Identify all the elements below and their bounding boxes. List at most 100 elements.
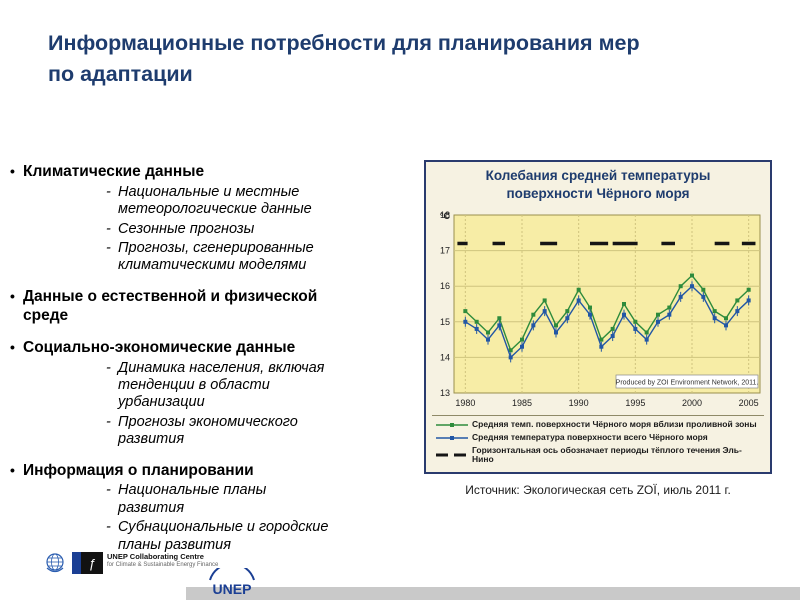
bullet-item: • Информация о планировании - Национальные … [10,462,416,554]
sub-bullet-label: Прогнозы экономического развития [118,413,298,448]
y-tick-label: 17 [440,246,450,256]
sub-bullet-label: Сезонные прогнозы [118,220,255,237]
chart-title: Колебания средней температуры поверхност… [428,167,768,202]
y-tick-label: 18 [440,210,450,220]
footer-bar [186,587,800,600]
data-marker [520,337,524,342]
data-marker [588,312,592,317]
credit-box [615,374,759,389]
data-marker [746,287,751,292]
data-marker [622,312,626,317]
un-emblem-logo [46,553,64,573]
plot-svg: 1980 1985 1990 1995 2000 2005 13 14 15 16 17 18°C Pr… [440,210,761,408]
bullet-item: • Данные о естественной и физической сред… [10,288,416,326]
legend-line-icon [436,436,468,441]
data-marker [656,312,660,317]
data-marker [474,319,479,324]
legend-dash-icon [436,453,466,457]
sub-bullet-marker: - [106,519,111,536]
bullet-label: Климатические данные [23,163,205,180]
data-marker [724,316,728,321]
data-marker [690,284,694,289]
data-marker [486,337,490,342]
data-marker [599,337,604,342]
centre-name: UNEP Collaborating Centre [107,552,204,561]
data-marker [463,319,468,324]
legend-label: Средняя температура поверхности всего Чё… [472,432,708,443]
data-marker [678,294,683,299]
sub-bullet-item: - Сезонные прогнозы [106,221,416,238]
legend-line-icon [436,423,468,428]
y-tick-label: 13 [440,388,450,398]
x-tick-label: 1995 [625,398,645,408]
chart-panel: Колебания средней температуры поверхност… [424,160,772,497]
x-tick-label: 1990 [569,398,589,408]
data-marker [576,287,581,292]
page-title-line2: по адаптации [48,62,193,87]
y-tick-label: 16 [440,281,450,291]
x-tick-label: 2005 [739,398,759,408]
data-marker [644,337,649,342]
data-marker [678,284,683,289]
data-marker [724,323,728,328]
data-marker [690,273,694,278]
bullet-marker: • [10,461,15,478]
bullet-marker: • [10,287,15,304]
bullet-label: Информация о планировании [23,461,254,479]
data-marker [610,334,615,339]
legend-label: Средняя темп. поверхности Чёрного моря в… [472,419,757,430]
legend-label: Горизонтальная ось обозначает периоды тё… [472,445,742,465]
sub-bullet-item: - Национальные планы развития [106,482,416,517]
data-marker [542,298,547,303]
data-marker [599,344,604,349]
data-marker [520,344,524,349]
data-marker [656,319,660,324]
data-marker [486,330,490,335]
chart-legend: Средняя темп. поверхности Чёрного моря в… [432,415,764,469]
sub-bullet-item: - Прогнозы экономического развития [106,414,416,449]
data-marker [588,305,592,310]
data-marker [508,348,513,353]
fs-centre-text: UNEP Collaborating Centre for Climate & … [107,552,218,574]
bullet-item: • Социально-экономические данные - Динамика… [10,339,416,449]
sub-bullet-marker: - [106,482,111,499]
data-marker [633,327,638,332]
legend-item: Горизонтальная ось обозначает периоды тё… [434,445,762,465]
y-tick-label: 14 [440,352,450,362]
page-title-line1: Информационные потребности для планирова… [48,31,640,55]
data-marker [508,355,513,360]
bullet-list: • Климатические данные - Национальные и мес… [10,163,416,567]
data-marker [633,319,638,324]
bullet-marker: • [10,338,15,355]
sub-bullet-label: Национальные планы развития [118,482,267,516]
sub-bullet-marker: - [106,359,111,376]
plot-area [453,214,761,394]
data-marker [542,309,547,314]
data-marker [667,312,672,317]
sub-bullet-marker: - [106,183,111,200]
sub-bullet-item: - Субнациональные и городские планы разви… [106,519,416,554]
data-marker [531,323,536,328]
data-marker [712,316,717,321]
y-tick-label: 15 [440,317,450,327]
sub-bullet-marker: - [106,240,111,257]
legend-item: Средняя темп. поверхности Чёрного моря в… [434,420,762,430]
data-marker [735,309,740,314]
data-marker [554,323,558,328]
centre-subtitle: for Climate & Sustainable Energy Finance [107,562,219,568]
data-marker [565,316,570,321]
data-marker [667,305,672,310]
sub-bullet-label: Национальные и местные метеорологические… [118,183,312,218]
bullet-marker: • [10,163,15,179]
bullet-item: • Климатические данные - Национальные и мес… [10,163,416,275]
x-tick-label: 2000 [682,398,702,408]
sub-bullet-label: Динамика населения, включая тенденции в … [118,359,325,411]
source-caption: Источник: Экологическая сеть ZOЇ, июль 2… [465,482,731,497]
footer-logos: ƒ UNEP Collaborating Centre for Climate … [44,552,218,574]
sub-bullet-marker: - [106,220,111,237]
legend-item: Средняя температура поверхности всего Чё… [434,433,762,443]
data-marker [610,327,615,332]
sub-bullet-item: - Динамика населения, включая тенденции в… [106,360,416,412]
data-marker [554,330,558,335]
